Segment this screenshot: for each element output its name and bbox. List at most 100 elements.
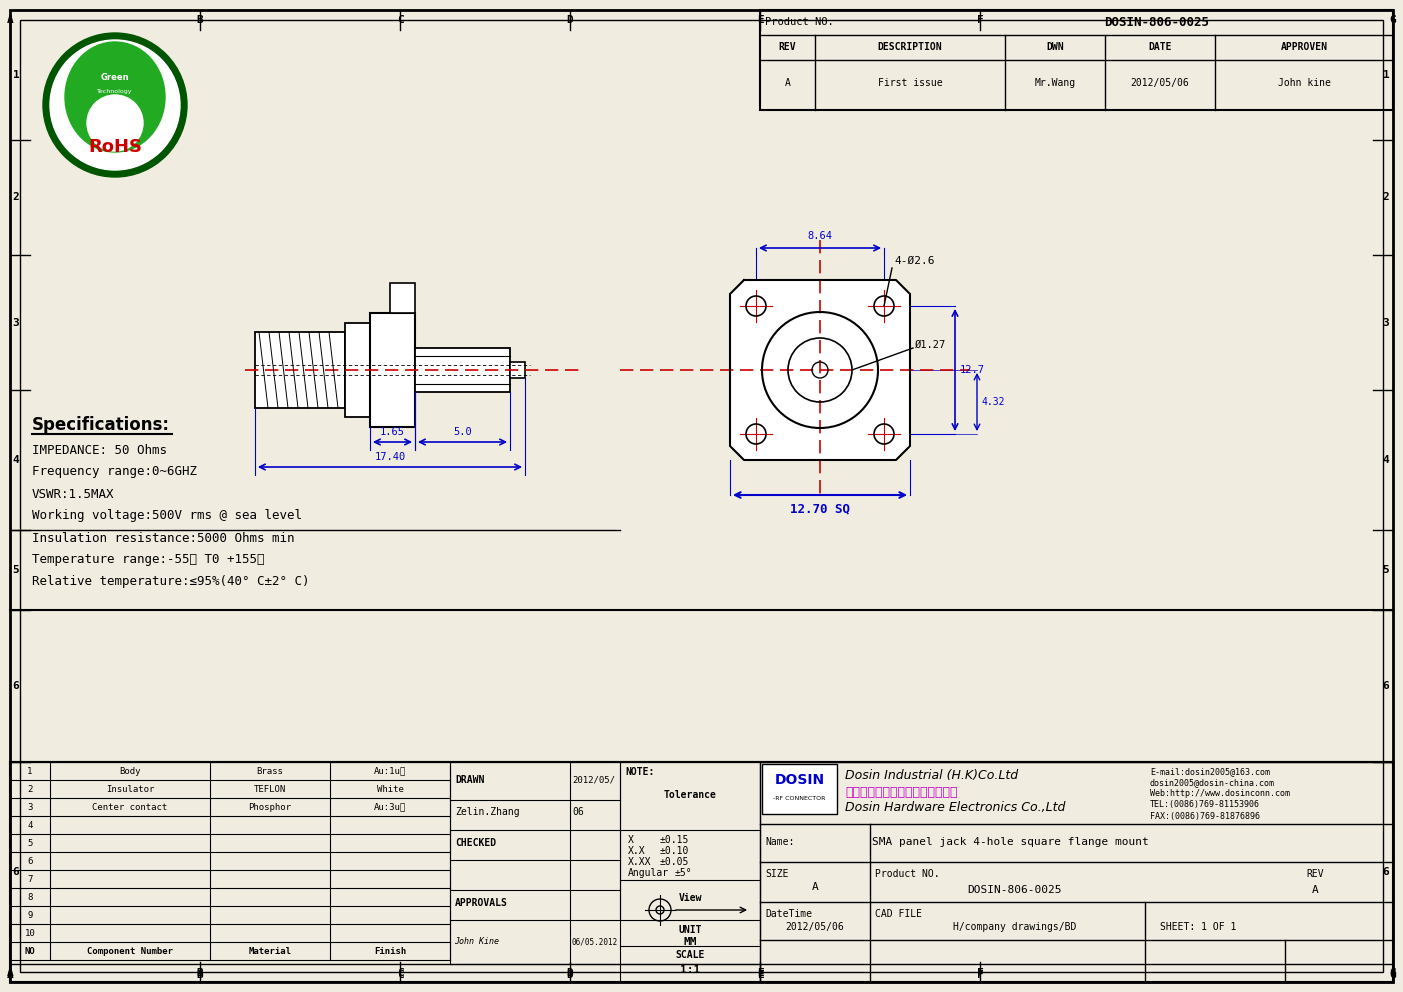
Text: SMA panel jack 4-hole square flange mount: SMA panel jack 4-hole square flange moun… (871, 837, 1149, 847)
Text: DOSIN-806-0025: DOSIN-806-0025 (968, 885, 1062, 895)
Text: Dosin Hardware Electronics Co.,Ltd: Dosin Hardware Electronics Co.,Ltd (845, 802, 1065, 814)
Ellipse shape (65, 42, 166, 152)
Text: E-mail:dosin2005@163.com: E-mail:dosin2005@163.com (1150, 768, 1270, 777)
Text: UNIT: UNIT (678, 925, 702, 935)
Bar (255, 332, 345, 408)
Text: Center contact: Center contact (93, 803, 167, 811)
Text: Product NO.: Product NO. (875, 869, 940, 879)
Text: Phosphor: Phosphor (248, 803, 292, 811)
Text: D: D (567, 968, 574, 978)
Text: Mr.Wang: Mr.Wang (1034, 78, 1076, 88)
Text: E: E (756, 15, 763, 25)
Text: 4-Ø2.6: 4-Ø2.6 (894, 256, 934, 266)
Text: SIZE: SIZE (765, 869, 788, 879)
Text: ±0.10: ±0.10 (659, 846, 689, 856)
Text: 5: 5 (13, 565, 20, 575)
Text: F: F (976, 968, 984, 978)
Text: G: G (1389, 970, 1396, 980)
Text: 06/05.2012: 06/05.2012 (571, 937, 617, 946)
Text: 10: 10 (25, 929, 35, 937)
Text: Insulator: Insulator (105, 785, 154, 794)
Text: Dosin Industrial (H.K)Co.Ltd: Dosin Industrial (H.K)Co.Ltd (845, 770, 1019, 783)
Text: G: G (1389, 15, 1396, 25)
Text: SHEET: 1 OF 1: SHEET: 1 OF 1 (1160, 922, 1236, 932)
Text: E: E (756, 968, 763, 978)
Text: ±0.05: ±0.05 (659, 857, 689, 867)
Text: A: A (1312, 885, 1319, 895)
Text: 1: 1 (13, 70, 20, 80)
Text: G: G (1389, 968, 1396, 978)
Text: REV: REV (779, 42, 797, 52)
Bar (370, 313, 415, 427)
Text: A: A (784, 78, 790, 88)
Text: 4: 4 (13, 455, 20, 465)
Text: X: X (629, 835, 634, 845)
Text: 3: 3 (27, 803, 32, 811)
Text: ±5°: ±5° (675, 868, 693, 878)
Text: Product NO.: Product NO. (765, 17, 833, 27)
Text: 12.7: 12.7 (960, 365, 985, 375)
Text: CHECKED: CHECKED (455, 838, 497, 848)
Text: Brass: Brass (257, 767, 283, 776)
Text: A: A (7, 970, 14, 980)
Text: X.XX: X.XX (629, 857, 651, 867)
Text: C: C (397, 970, 404, 980)
Circle shape (51, 40, 180, 170)
Text: REV: REV (1306, 869, 1324, 879)
Text: B: B (196, 968, 203, 978)
Bar (760, 762, 1393, 982)
Text: 6: 6 (13, 867, 20, 877)
Text: B: B (196, 15, 203, 25)
Text: Technology: Technology (97, 88, 133, 93)
Text: NO: NO (25, 946, 35, 955)
Text: 6: 6 (1382, 867, 1389, 877)
Bar (762, 764, 838, 814)
Bar (511, 362, 525, 378)
Text: Au:1uʺ: Au:1uʺ (373, 767, 405, 776)
Bar (345, 323, 370, 417)
Text: H/company drawings/BD: H/company drawings/BD (953, 922, 1076, 932)
Text: F: F (976, 15, 984, 25)
Text: MM: MM (683, 937, 697, 947)
Text: DATE: DATE (1148, 42, 1172, 52)
Text: A: A (811, 882, 818, 892)
Text: 12.70 SQ: 12.70 SQ (790, 503, 850, 516)
Text: John Kine: John Kine (455, 937, 499, 946)
Text: 东莞市德豐五金电子产品有限公司: 东莞市德豐五金电子产品有限公司 (845, 786, 957, 799)
Text: Frequency range:0~6GHZ: Frequency range:0~6GHZ (32, 465, 196, 478)
Bar (390, 283, 415, 313)
Polygon shape (730, 280, 911, 460)
Text: NOTE:: NOTE: (624, 767, 654, 777)
Text: VSWR:1.5MAX: VSWR:1.5MAX (32, 487, 115, 501)
Text: 4: 4 (27, 820, 32, 829)
Text: DRAWN: DRAWN (455, 775, 484, 785)
Text: Component Number: Component Number (87, 946, 173, 955)
Text: TEFLON: TEFLON (254, 785, 286, 794)
Text: DOSIN-806-0025: DOSIN-806-0025 (1104, 16, 1209, 29)
Text: D: D (567, 970, 574, 980)
Text: B: B (196, 970, 203, 980)
Text: John kine: John kine (1278, 78, 1330, 88)
Text: 06: 06 (572, 807, 584, 817)
Text: 17.40: 17.40 (375, 452, 405, 462)
Text: E: E (756, 970, 763, 980)
Text: 2012/05/06: 2012/05/06 (1131, 78, 1190, 88)
Text: -RF CONNECTOR: -RF CONNECTOR (773, 796, 826, 801)
Text: CAD FILE: CAD FILE (875, 909, 922, 919)
Text: 5.0: 5.0 (453, 427, 471, 437)
Text: Tolerance: Tolerance (664, 790, 717, 800)
Text: 2012/05/06: 2012/05/06 (786, 922, 845, 932)
Text: Relative temperature:≤95%(40° C±2° C): Relative temperature:≤95%(40° C±2° C) (32, 575, 310, 588)
Text: DateTime: DateTime (765, 909, 812, 919)
Text: White: White (376, 785, 404, 794)
Text: Insulation resistance:5000 Ohms min: Insulation resistance:5000 Ohms min (32, 532, 295, 545)
Text: 2: 2 (13, 192, 20, 202)
Text: 8.64: 8.64 (808, 231, 832, 241)
Text: Angular: Angular (629, 868, 669, 878)
Text: 3: 3 (1382, 317, 1389, 327)
Text: Material: Material (248, 946, 292, 955)
Text: View: View (678, 893, 702, 903)
Text: F: F (976, 970, 984, 980)
Text: 4: 4 (1382, 455, 1389, 465)
Circle shape (43, 33, 187, 177)
